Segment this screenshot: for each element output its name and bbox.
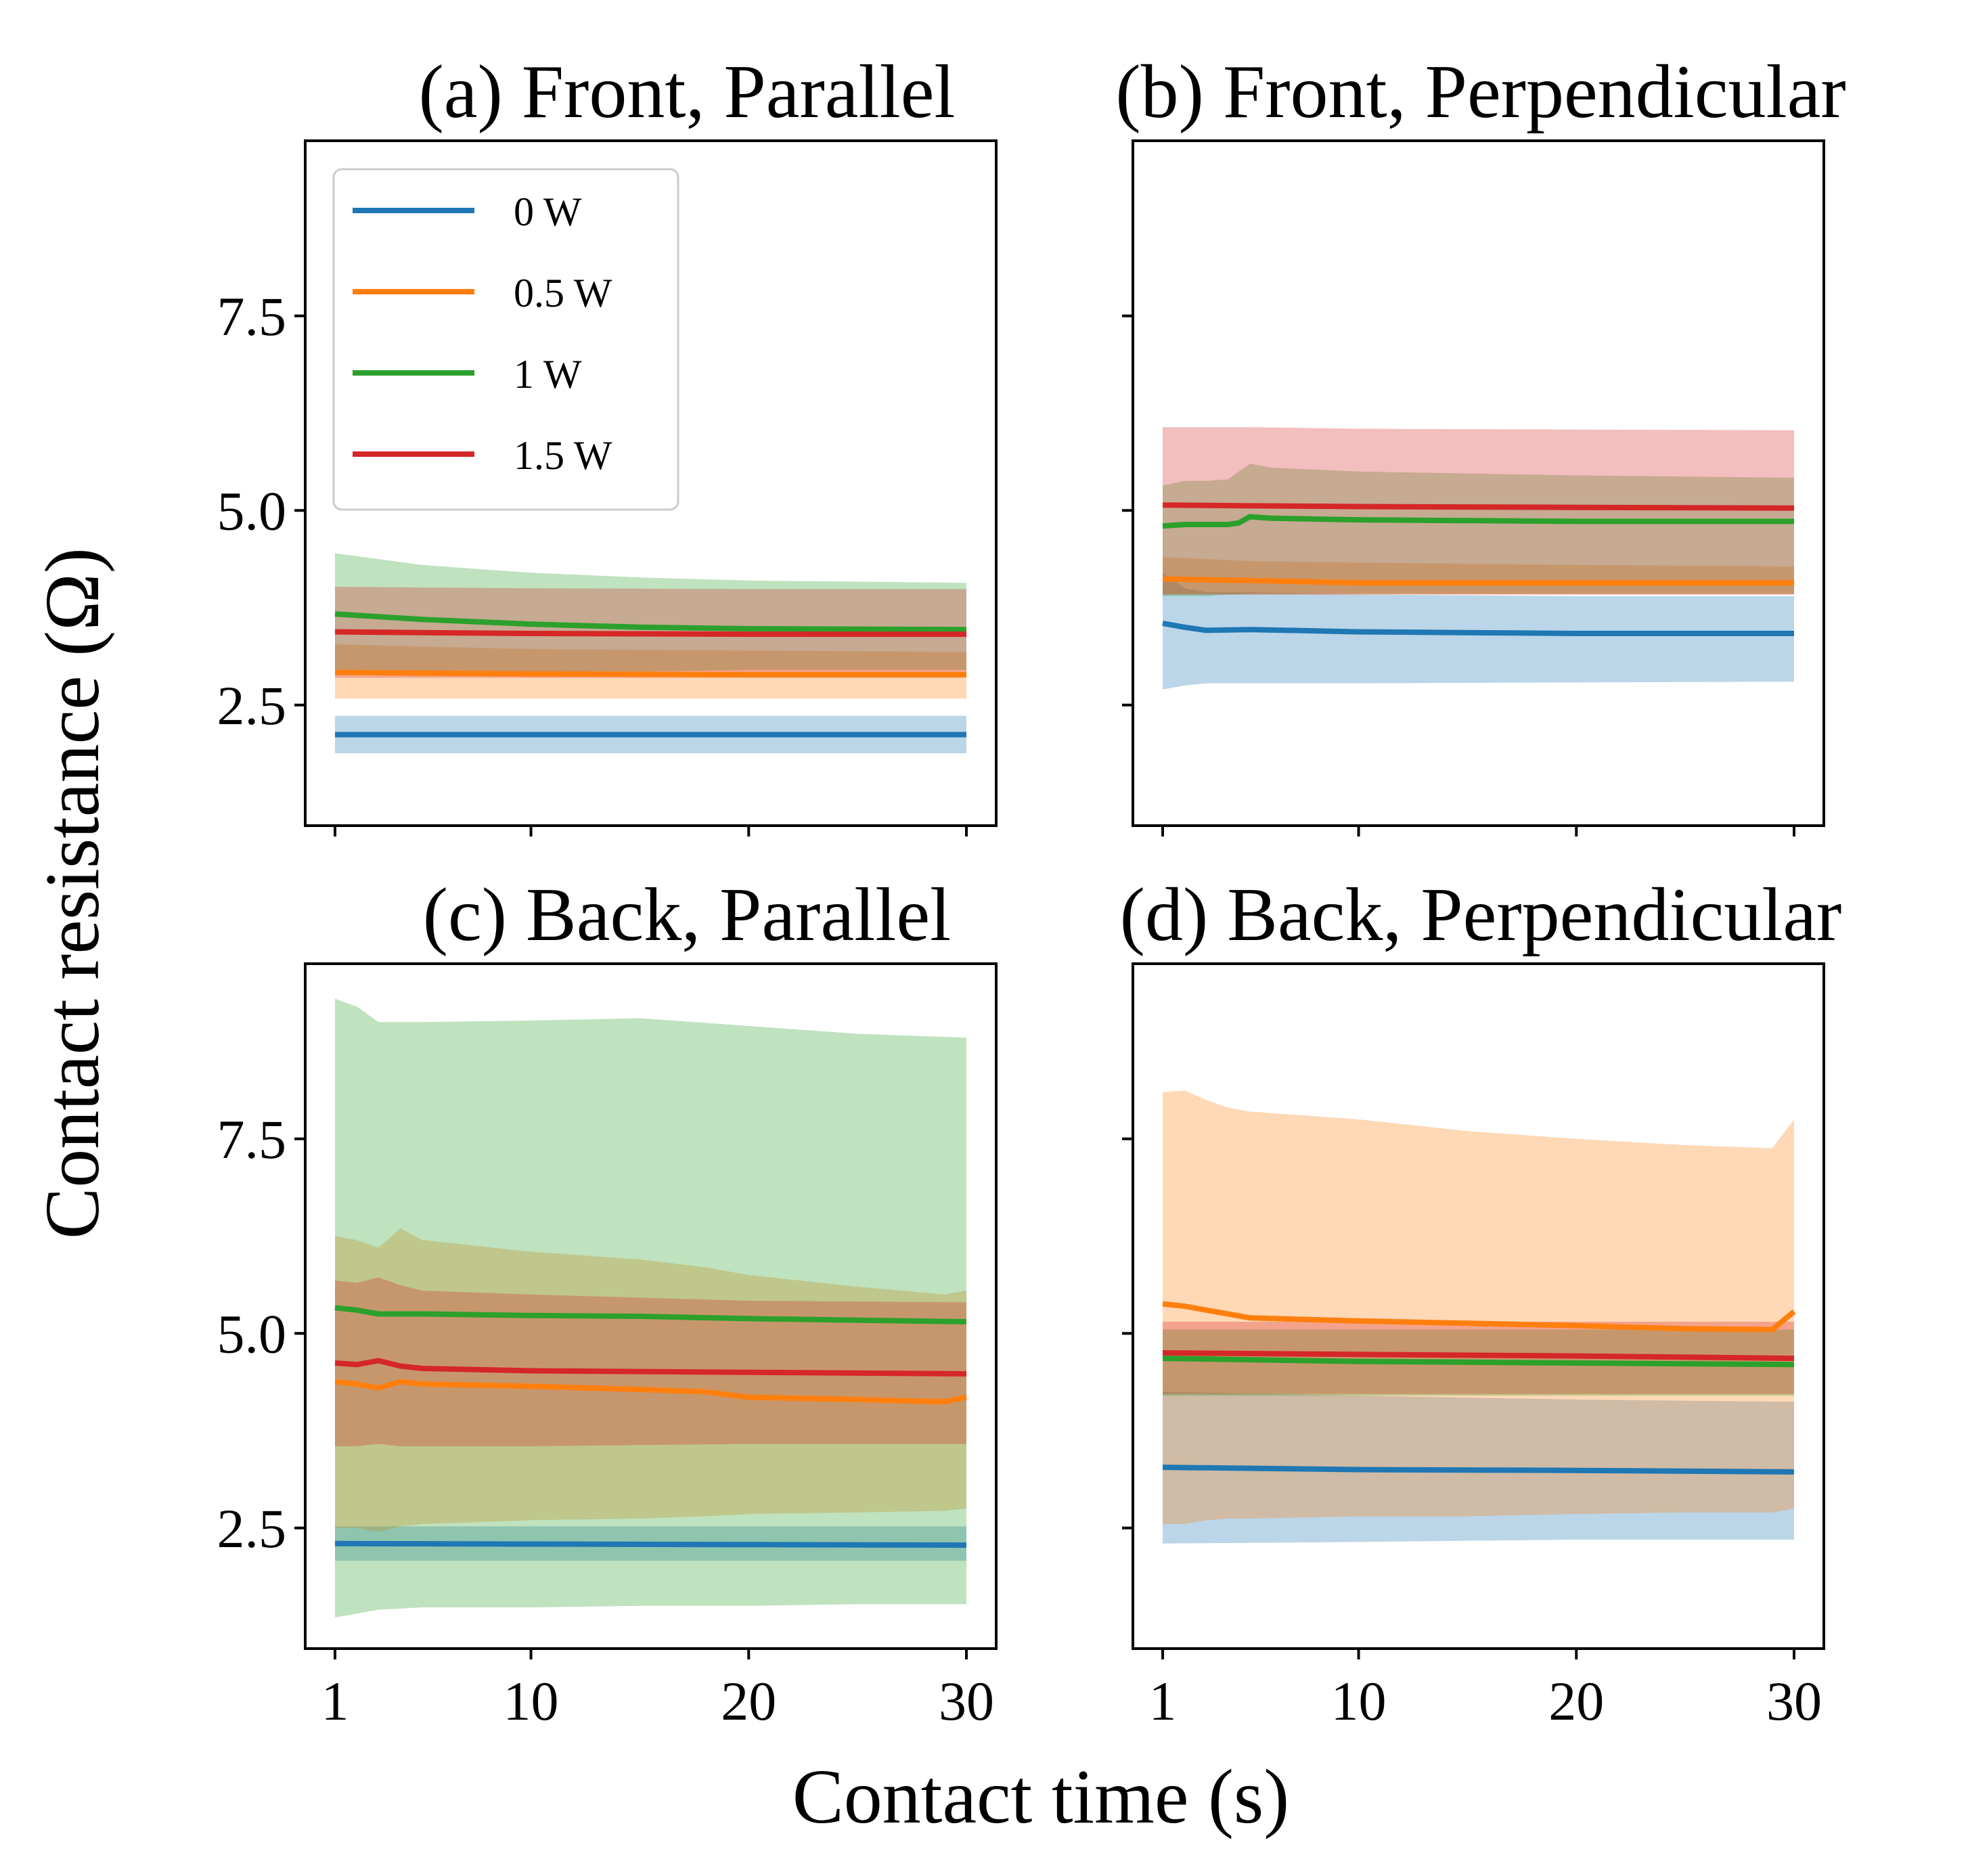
series-line-1-w xyxy=(1162,1356,1795,1368)
series-line-0-5-w xyxy=(334,1379,967,1405)
x-tick-label: 1 xyxy=(321,1670,349,1732)
series-line-0-w xyxy=(1162,1465,1795,1475)
y-tick-label: 7.5 xyxy=(217,1109,287,1170)
series-line-1-5-w xyxy=(1162,1350,1795,1362)
x-tick-label: 10 xyxy=(1331,1670,1387,1732)
panel-d: 1 10 20 30 (d) Back, Perpendicular xyxy=(1120,873,1842,1732)
axes-frame xyxy=(1132,962,1825,1650)
x-tick-label: 1 xyxy=(1149,1670,1177,1732)
legend-box xyxy=(332,168,679,511)
y-tick-label: 2.5 xyxy=(217,675,287,736)
band-1-w xyxy=(1163,464,1794,596)
panel-b: (b) Front, Perpendicular xyxy=(1115,50,1846,836)
legend-label-1-5-w: 1.5 W xyxy=(514,433,612,478)
panel-title: (d) Back, Perpendicular xyxy=(1120,873,1842,957)
band-0-5-w xyxy=(335,1228,966,1532)
panel-c: 1 10 20 30 2.5 5.0 7.5 (c) Back, Parallel xyxy=(217,873,998,1732)
plot-area xyxy=(334,998,967,1617)
series-line-0-w xyxy=(334,1540,967,1548)
series-line-1-5-w xyxy=(334,629,966,638)
axes-frame xyxy=(304,139,998,827)
series-line-0-5-w xyxy=(334,669,966,677)
legend-label-0-5-w: 0.5 W xyxy=(514,271,612,315)
panel-title: (b) Front, Perpendicular xyxy=(1115,50,1846,134)
series-line-0-5-w xyxy=(1162,1301,1796,1333)
x-tick-label: 30 xyxy=(939,1670,994,1732)
series-line-1-5-w xyxy=(1162,502,1795,511)
axes-frame xyxy=(1132,139,1825,827)
series-line-1-w xyxy=(334,1305,967,1324)
band-1-5-w xyxy=(1163,427,1794,595)
panel-title: (c) Back, Parallel xyxy=(423,873,952,957)
band-1-w xyxy=(335,553,966,674)
y-tick-label: 5.0 xyxy=(217,480,287,541)
legend-label-0-w: 0 W xyxy=(514,189,582,234)
x-tick-label: 10 xyxy=(504,1670,559,1732)
panel-title: (a) Front, Parallel xyxy=(418,50,955,134)
series-line-1-5-w xyxy=(334,1358,967,1377)
plot-area xyxy=(1162,1090,1796,1544)
series-line-0-5-w xyxy=(1162,576,1794,586)
band-0-5-w xyxy=(1163,1090,1794,1524)
plot-area xyxy=(1162,427,1795,690)
x-tick-label: 30 xyxy=(1766,1670,1822,1732)
legend: 0 W 0.5 W 1 W 1.5 W xyxy=(332,168,679,511)
x-tick-label: 20 xyxy=(721,1670,776,1732)
axes-frame xyxy=(304,962,998,1650)
series-line-1-w xyxy=(334,611,967,633)
band-1-5-w xyxy=(335,1277,966,1446)
band-0-5-w xyxy=(335,644,966,699)
band-1-w xyxy=(335,998,966,1617)
legend-label-1-w: 1 W xyxy=(514,352,582,397)
series-line-0-w xyxy=(1162,621,1794,636)
x-tick-label: 20 xyxy=(1548,1670,1604,1732)
y-tick-label: 2.5 xyxy=(217,1498,287,1559)
y-axis-label: Contact resistance (Ω) xyxy=(29,548,115,1239)
y-tick-label: 7.5 xyxy=(217,286,287,347)
x-axis-label: Contact time (s) xyxy=(792,1754,1290,1839)
plot-area xyxy=(334,553,967,753)
y-tick-label: 5.0 xyxy=(217,1303,287,1364)
panel-a: 2.5 5.0 7.5 (a) Front, Parallel 0 W 0.5 W 1 W 1… xyxy=(217,50,998,836)
series-line-1-w xyxy=(1162,514,1794,529)
